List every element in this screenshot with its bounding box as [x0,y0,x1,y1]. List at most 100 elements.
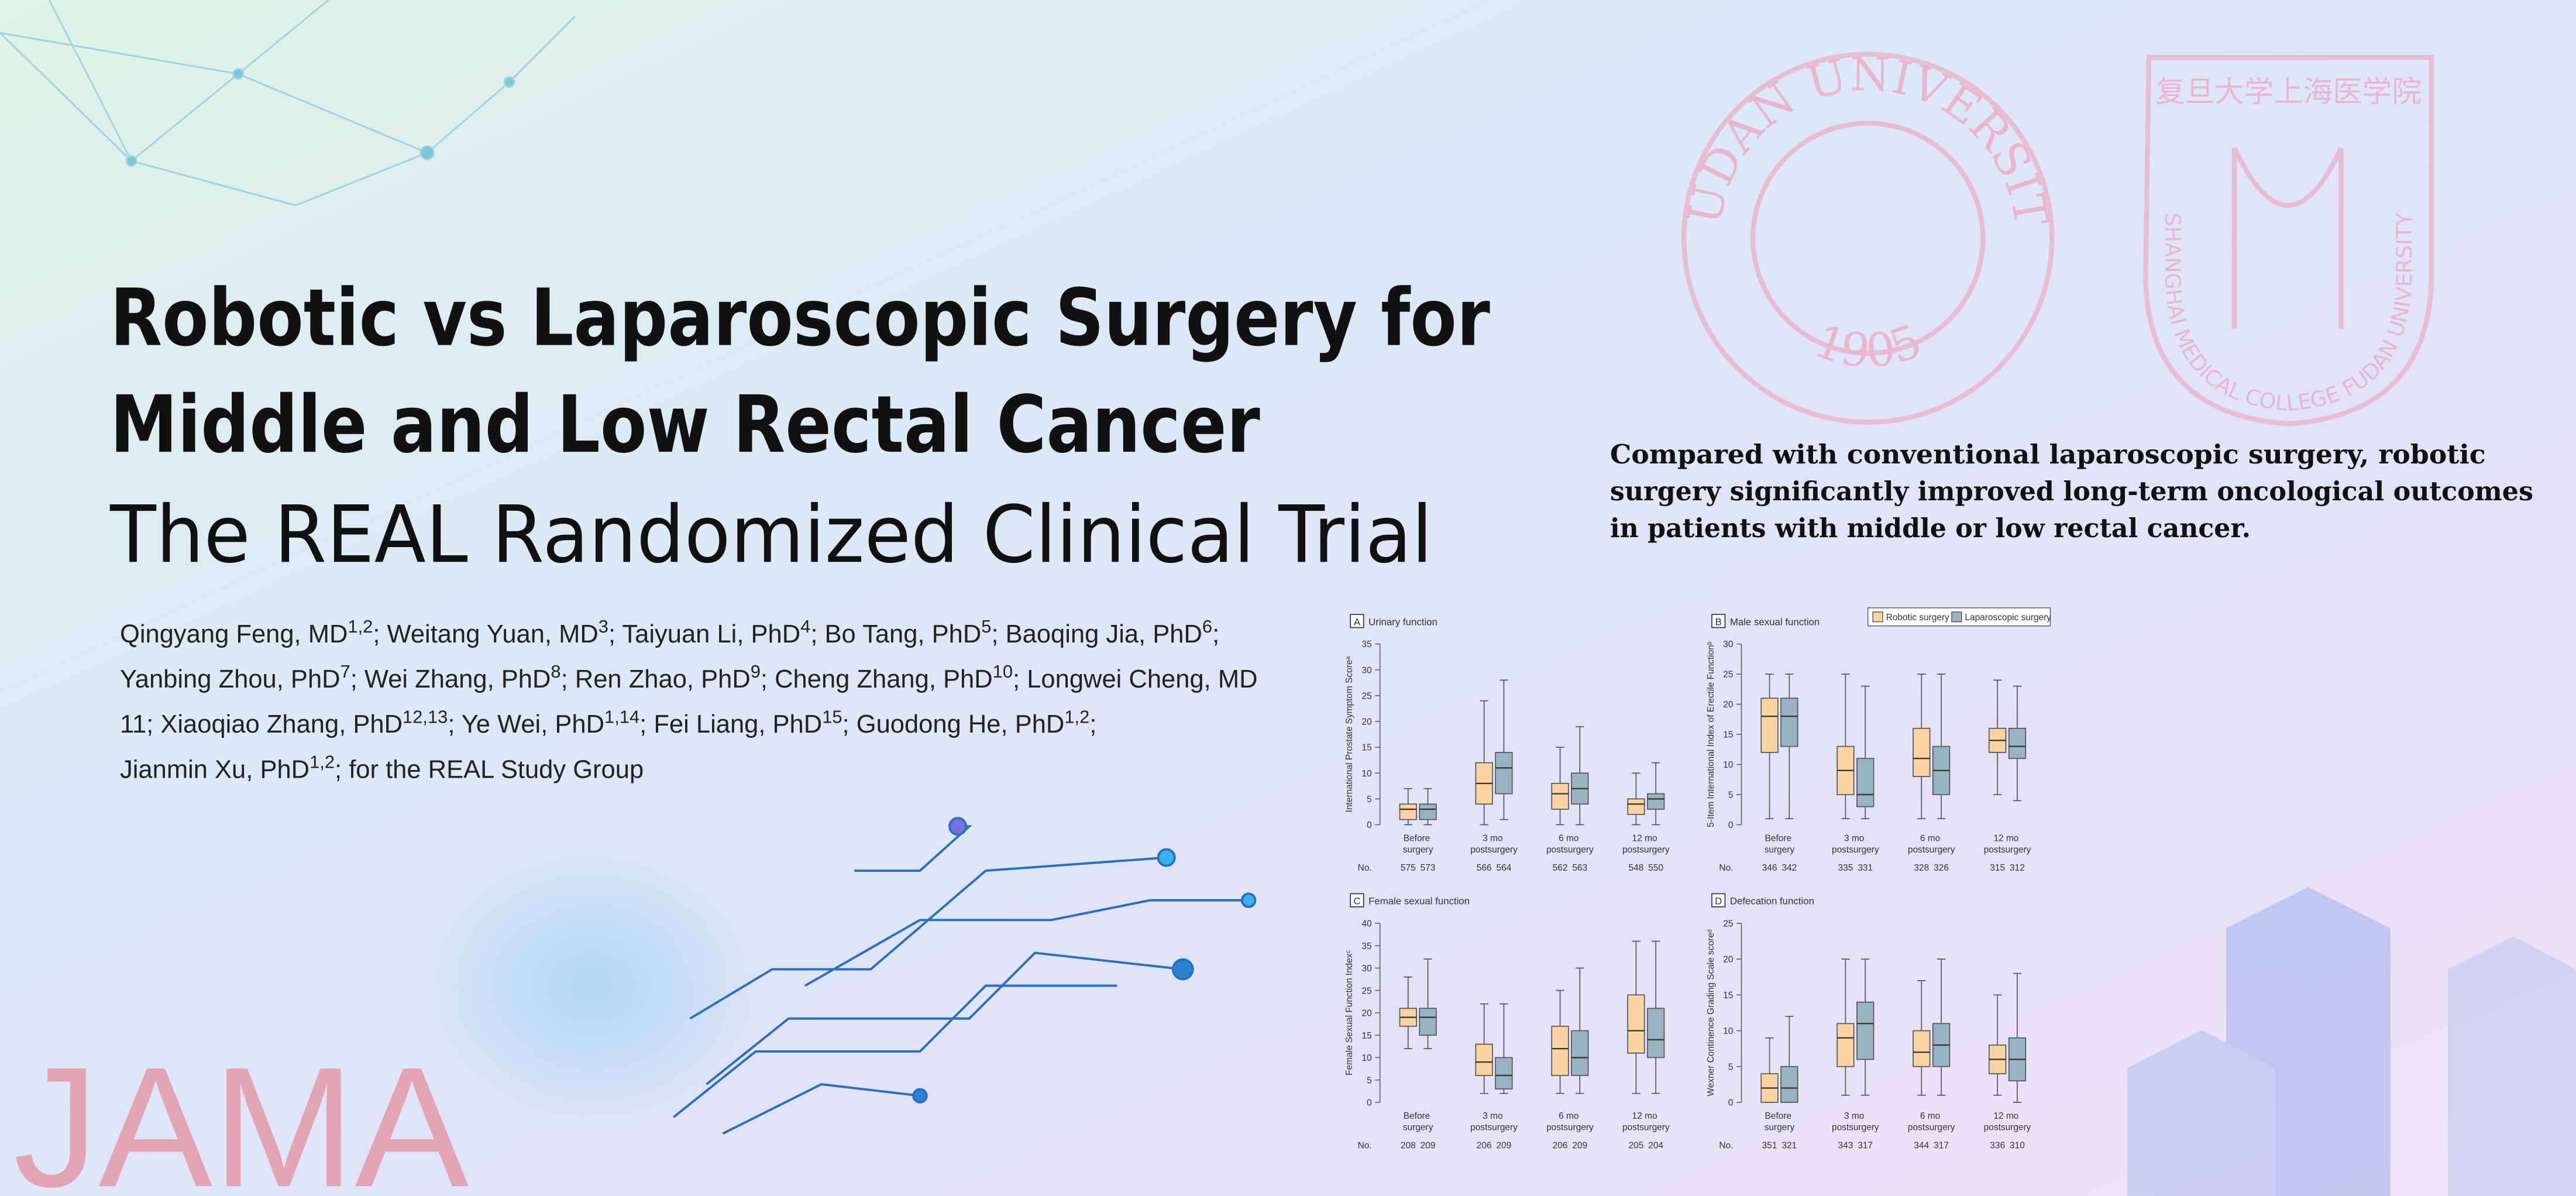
author: ; Longwei Cheng, MD [1013,665,1257,693]
y-tick-label: 5 [1728,1062,1734,1072]
author: ; for the REAL Study Group [335,755,644,783]
x-tick-label-line: 6 mo [1920,834,1943,844]
panel-label: A [1354,616,1361,627]
legend-label: Robotic surgery [1886,613,1949,623]
y-tick-label: 5 [1367,795,1372,805]
x-tick-label-line: Before [1765,834,1794,844]
x-tick-label: 6 mo postsurgery [1908,1111,1955,1133]
x-tick-label-line: Before [1404,834,1433,844]
title: Robotic vs Laparoscopic Surgery for [110,272,1490,364]
y-tick-label: 0 [1367,1098,1372,1108]
y-tick-label: 10 [1362,1053,1372,1063]
author: Qingyang Feng, MD [120,620,348,648]
count: 206 [1553,1141,1568,1151]
box [1913,1030,1931,1067]
count-label: No. [1358,1141,1372,1151]
x-tick-label-line: 6 mo [1920,1111,1943,1121]
author-line: 11; Xiaoqiao Zhang, PhD12,13; Ye Wei, Ph… [120,706,1096,738]
y-tick-label: 0 [1728,1098,1734,1108]
x-tick-label-line: 12 mo [1993,834,2021,844]
x-tick-label: 3 mo postsurgery [1832,834,1879,855]
affiliation: 10 [993,661,1013,682]
author: ; Fei Liang, PhD [639,710,822,738]
panel-label-box [1350,614,1364,628]
box [1419,1008,1437,1036]
author: ; Ren Zhao, PhD [561,665,751,693]
count: 336 [1990,1141,2005,1151]
brand-logo: JAMA [13,1032,469,1196]
y-tick-label: 35 [1362,941,1372,951]
author: ; Wei Zhang, PhD [350,665,551,693]
y-tick-label: 15 [1362,1031,1372,1041]
y-axis-label: Female Sexual Function Indexᶜ [1344,950,1354,1075]
count: 317 [1934,1141,1949,1151]
y-tick-label: 10 [1362,769,1372,779]
title: Middle and Low Rectal Cancer [110,379,1260,470]
summary-line: surgery significantly improved long-term… [1610,476,2533,507]
count: 562 [1553,863,1568,873]
y-tick-label: 20 [1723,955,1733,965]
y-tick-label: 20 [1362,717,1372,727]
affiliation: 15 [822,706,842,727]
panel-label-box [1711,893,1726,908]
x-tick-label-line: surgery [1765,1123,1795,1133]
x-tick-label-line: surgery [1403,845,1433,855]
count: 209 [1497,1141,1512,1151]
y-axis-label: International Prostate Symptom Scoreᵃ [1344,656,1354,812]
panel-label-box [1711,614,1726,628]
author: Yanbing Zhou, PhD [120,665,341,693]
x-tick-label: 6 mo postsurgery [1546,1111,1594,1133]
figure: A Urinary function 0 5 10 15 20 25 30 35 Internati… [1344,607,2051,1151]
count: 321 [1781,1141,1797,1151]
count: 317 [1858,1141,1873,1151]
summary-line: in patients with middle or low rectal ca… [1610,513,2251,544]
legend-swatch [1872,611,1883,623]
box [1571,1030,1589,1076]
panel-title: Defecation function [1730,896,1814,907]
y-tick-label: 0 [1728,820,1734,830]
box [1856,1001,1875,1060]
x-tick-label-line: surgery [1765,845,1795,855]
x-tick-label: 6 mo postsurgery [1908,834,1955,855]
box [2008,727,2027,759]
x-tick-label-line: 12 mo [1993,1111,2021,1121]
count: 550 [1648,863,1663,873]
count: 326 [1934,863,1949,873]
author: ; [1089,710,1096,738]
count: 573 [1421,863,1436,873]
box [1419,803,1437,820]
decoration [0,0,576,207]
affiliation: 1,2 [309,752,335,772]
chart-panel: C Female sexual function 0 5 10 15 20 25 30 35 40 F… [1344,893,1670,1151]
box [1551,1026,1569,1076]
y-tick-label: 15 [1723,730,1733,740]
count: 310 [2010,1141,2025,1151]
panel-label: D [1715,896,1722,907]
count: 335 [1838,863,1853,873]
author: ; [1212,620,1219,648]
count: 312 [2010,863,2025,873]
count: 331 [1858,863,1873,873]
count: 205 [1629,1141,1644,1151]
count: 328 [1914,863,1929,873]
count: 315 [1990,863,2005,873]
x-tick-label-line: Before [1404,1111,1433,1121]
count: 351 [1762,1141,1777,1151]
panel-label-box [1350,893,1364,908]
chart-panel: A Urinary function 0 5 10 15 20 25 30 35 Internati… [1344,614,1670,873]
x-tick-label: 3 mo postsurgery [1832,1111,1879,1133]
author: ; Bo Tang, PhD [810,620,981,648]
panel-title: Male sexual function [1730,616,1820,627]
count: 566 [1477,863,1492,873]
count: 209 [1421,1141,1436,1151]
y-tick-label: 10 [1723,760,1733,770]
y-tick-label: 0 [1367,820,1372,830]
x-tick-label-line: postsurgery [1984,845,2031,855]
count: 548 [1629,863,1644,873]
y-tick-label: 30 [1362,665,1372,675]
affiliation: 6 [1202,616,1212,637]
y-tick-label: 25 [1723,919,1733,929]
x-tick-label: 12 mo postsurgery [1622,834,1670,855]
count: 342 [1781,863,1797,873]
